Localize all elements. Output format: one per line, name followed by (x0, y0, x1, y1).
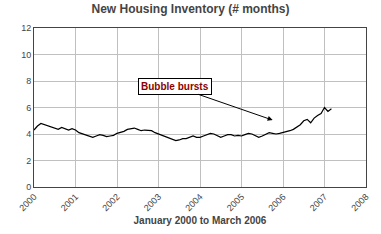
svg-text:January 2000 to March 2006: January 2000 to March 2006 (134, 215, 267, 226)
svg-text:6: 6 (26, 103, 31, 113)
svg-text:2005: 2005 (225, 192, 246, 213)
svg-text:Bubble bursts: Bubble bursts (141, 81, 209, 92)
svg-text:2004: 2004 (183, 192, 204, 213)
svg-text:2008: 2008 (349, 192, 370, 213)
svg-text:2000: 2000 (17, 192, 38, 213)
svg-text:2: 2 (26, 156, 31, 166)
svg-text:New Housing Inventory (# month: New Housing Inventory (# months) (91, 2, 289, 16)
svg-text:2002: 2002 (100, 192, 121, 213)
svg-text:12: 12 (21, 23, 31, 33)
svg-text:10: 10 (21, 50, 31, 60)
svg-text:0: 0 (26, 182, 31, 192)
svg-text:4: 4 (26, 129, 31, 139)
svg-text:8: 8 (26, 76, 31, 86)
svg-text:2006: 2006 (266, 192, 287, 213)
svg-text:2003: 2003 (142, 192, 163, 213)
svg-text:2007: 2007 (308, 192, 329, 213)
svg-text:2001: 2001 (59, 192, 80, 213)
